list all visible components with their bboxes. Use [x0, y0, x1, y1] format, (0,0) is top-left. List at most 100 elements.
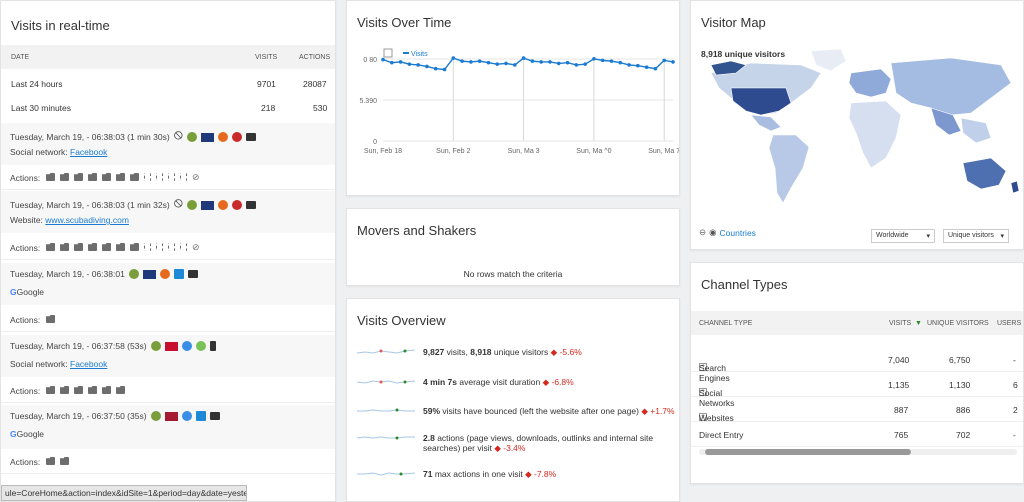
legend-toggle-icon[interactable]	[383, 48, 393, 58]
folder-icon[interactable]	[74, 173, 83, 181]
folder-icon[interactable]	[74, 243, 83, 251]
folder-icon[interactable]	[60, 243, 69, 251]
visitor-profile-icon[interactable]	[186, 200, 197, 210]
folder-icon[interactable]	[116, 243, 125, 251]
expand-icon[interactable]: +	[699, 388, 707, 396]
scrollbar-thumb[interactable]	[705, 449, 911, 455]
visit-item[interactable]: Tuesday, March 19, - 06:37:58 (53s) Soci…	[1, 335, 335, 377]
folder-icon[interactable]	[102, 173, 111, 181]
folder-icon[interactable]	[88, 173, 97, 181]
folder-icon[interactable]	[102, 386, 111, 394]
legend-label[interactable]: Visits	[411, 51, 428, 58]
visit-item[interactable]: Tuesday, March 19, - 06:38:03 (1 min 30s…	[1, 123, 335, 165]
data-point[interactable]	[477, 59, 482, 63]
folder-icon[interactable]	[74, 386, 83, 394]
data-point[interactable]	[548, 60, 552, 64]
folder-icon[interactable]	[88, 243, 97, 251]
event-icon[interactable]	[168, 243, 175, 251]
event-icon[interactable]	[180, 243, 187, 251]
folder-icon[interactable]	[130, 243, 139, 251]
cart-icon[interactable]: ⊘	[192, 242, 200, 252]
sparkline[interactable]	[357, 377, 415, 387]
data-point[interactable]	[451, 56, 456, 60]
sparkline[interactable]	[357, 433, 415, 443]
source-link[interactable]: Facebook	[70, 147, 108, 157]
source-link[interactable]: Facebook	[70, 359, 108, 369]
data-point[interactable]	[539, 60, 543, 64]
data-point[interactable]	[583, 62, 587, 66]
data-point[interactable]	[618, 60, 623, 65]
data-point[interactable]	[389, 60, 394, 65]
folder-icon[interactable]	[46, 243, 55, 251]
series-line-visits[interactable]	[382, 57, 674, 71]
visits-line-chart[interactable]: Visits 0 80 5.390 0 Sun, Feb 18 Sun, Feb 2 Su…	[347, 37, 680, 196]
data-point[interactable]	[460, 59, 464, 63]
data-point[interactable]	[574, 63, 579, 67]
data-point[interactable]	[609, 59, 614, 63]
header-visits[interactable]: VISITS	[889, 320, 912, 327]
data-point[interactable]	[565, 60, 570, 65]
map-region-europe[interactable]	[848, 68, 892, 98]
region-select[interactable]: Worldwide ▾	[871, 229, 935, 243]
countries-link[interactable]: Countries	[719, 227, 756, 238]
event-icon[interactable]	[168, 173, 175, 181]
visit-item[interactable]: Tuesday, March 19, - 06:38:03 (1 min 32s…	[1, 191, 335, 233]
map-region-australia[interactable]	[962, 157, 1007, 190]
folder-icon[interactable]	[60, 173, 69, 181]
table-row[interactable]: Direct Entry 765 702 -	[691, 422, 1023, 447]
data-point[interactable]	[636, 63, 640, 68]
expand-icon[interactable]: +	[699, 413, 707, 421]
data-point[interactable]	[513, 63, 517, 67]
world-map[interactable]	[691, 43, 1024, 223]
header-users[interactable]: USERS	[997, 320, 1022, 327]
data-point[interactable]	[398, 60, 403, 64]
folder-icon[interactable]	[102, 243, 111, 251]
folder-icon[interactable]	[60, 457, 69, 465]
map-region-new-zealand[interactable]	[1010, 180, 1020, 194]
data-point[interactable]	[416, 63, 420, 67]
visit-item[interactable]: Tuesday, March 19, - 06:38:01 GGoogle	[1, 263, 335, 305]
event-icon[interactable]	[156, 173, 163, 181]
map-region-india[interactable]	[930, 107, 962, 136]
visitor-profile-icon[interactable]	[150, 411, 161, 421]
data-point[interactable]	[627, 63, 631, 67]
header-channel-type[interactable]: CHANNEL TYPE	[699, 320, 753, 327]
metric-select[interactable]: Unique visitors ▾	[943, 229, 1009, 243]
folder-icon[interactable]	[46, 173, 55, 181]
data-point[interactable]	[433, 66, 438, 71]
map-region-mexico[interactable]	[750, 114, 782, 132]
map-region-southeast-asia[interactable]	[960, 117, 992, 144]
data-point[interactable]	[407, 62, 412, 66]
data-point[interactable]	[662, 58, 667, 63]
data-point[interactable]	[425, 64, 429, 69]
data-point[interactable]	[504, 61, 508, 66]
visit-item[interactable]: Tuesday, March 19, - 06:37:50 (35s) GGoo…	[1, 405, 335, 449]
source-link[interactable]: www.scubadiving.com	[45, 215, 129, 225]
data-point[interactable]	[442, 67, 447, 72]
folder-icon[interactable]	[116, 173, 125, 181]
data-point[interactable]	[530, 59, 535, 63]
sparkline[interactable]	[357, 406, 415, 416]
sparkline[interactable]	[357, 347, 415, 357]
data-point[interactable]	[592, 57, 596, 61]
folder-icon[interactable]	[46, 457, 55, 465]
data-point[interactable]	[653, 66, 658, 71]
folder-icon[interactable]	[130, 173, 139, 181]
map-region-asia[interactable]	[890, 57, 1012, 116]
folder-icon[interactable]	[46, 386, 55, 394]
data-point[interactable]	[671, 60, 675, 64]
visitor-profile-icon[interactable]	[128, 269, 139, 279]
data-point[interactable]	[381, 57, 385, 62]
map-region-usa[interactable]	[730, 87, 792, 116]
data-point[interactable]	[495, 62, 500, 66]
event-icon[interactable]	[156, 243, 163, 251]
folder-icon[interactable]	[60, 386, 69, 394]
event-icon[interactable]	[180, 173, 187, 181]
event-icon[interactable]	[144, 173, 151, 181]
event-icon[interactable]	[144, 243, 151, 251]
data-point[interactable]	[556, 61, 561, 66]
zoom-out-icon[interactable]: ⊖	[699, 227, 707, 237]
data-point[interactable]	[486, 60, 491, 65]
visitor-profile-icon[interactable]	[150, 341, 161, 351]
folder-icon[interactable]	[46, 315, 55, 323]
